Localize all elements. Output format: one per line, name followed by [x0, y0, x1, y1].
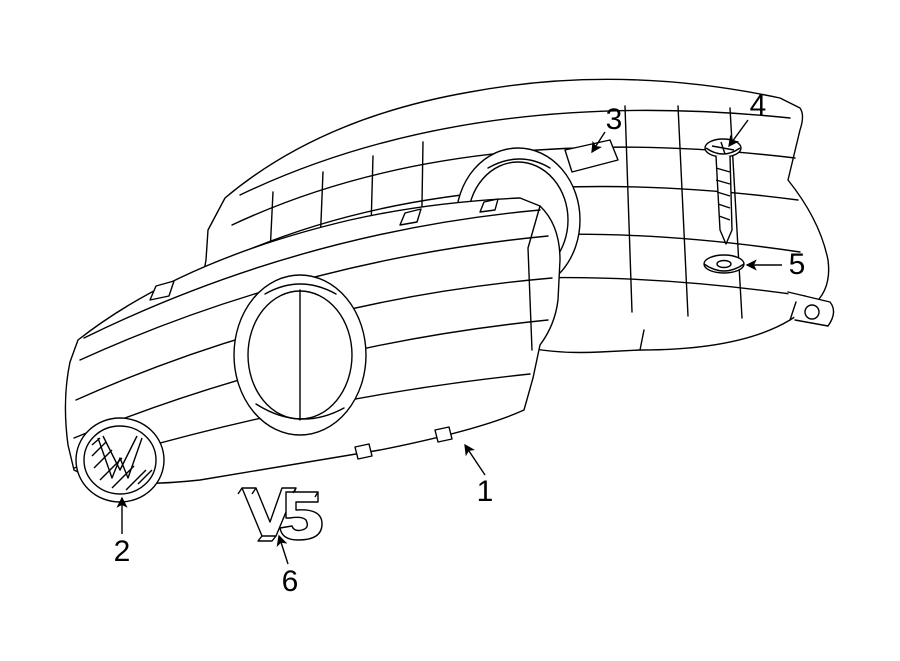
leader-1 [465, 445, 485, 475]
part-v5-badge [238, 488, 322, 541]
leader-6 [279, 536, 288, 564]
callout-2: 2 [114, 535, 131, 569]
callout-4: 4 [750, 89, 767, 123]
callout-5: 5 [789, 248, 806, 282]
callout-3: 3 [606, 103, 623, 137]
part-emblem [76, 418, 164, 502]
diagram-canvas: 1 2 3 4 5 6 [0, 0, 900, 661]
part-washer [704, 255, 744, 273]
callout-1: 1 [477, 475, 494, 509]
callout-6: 6 [282, 565, 299, 599]
